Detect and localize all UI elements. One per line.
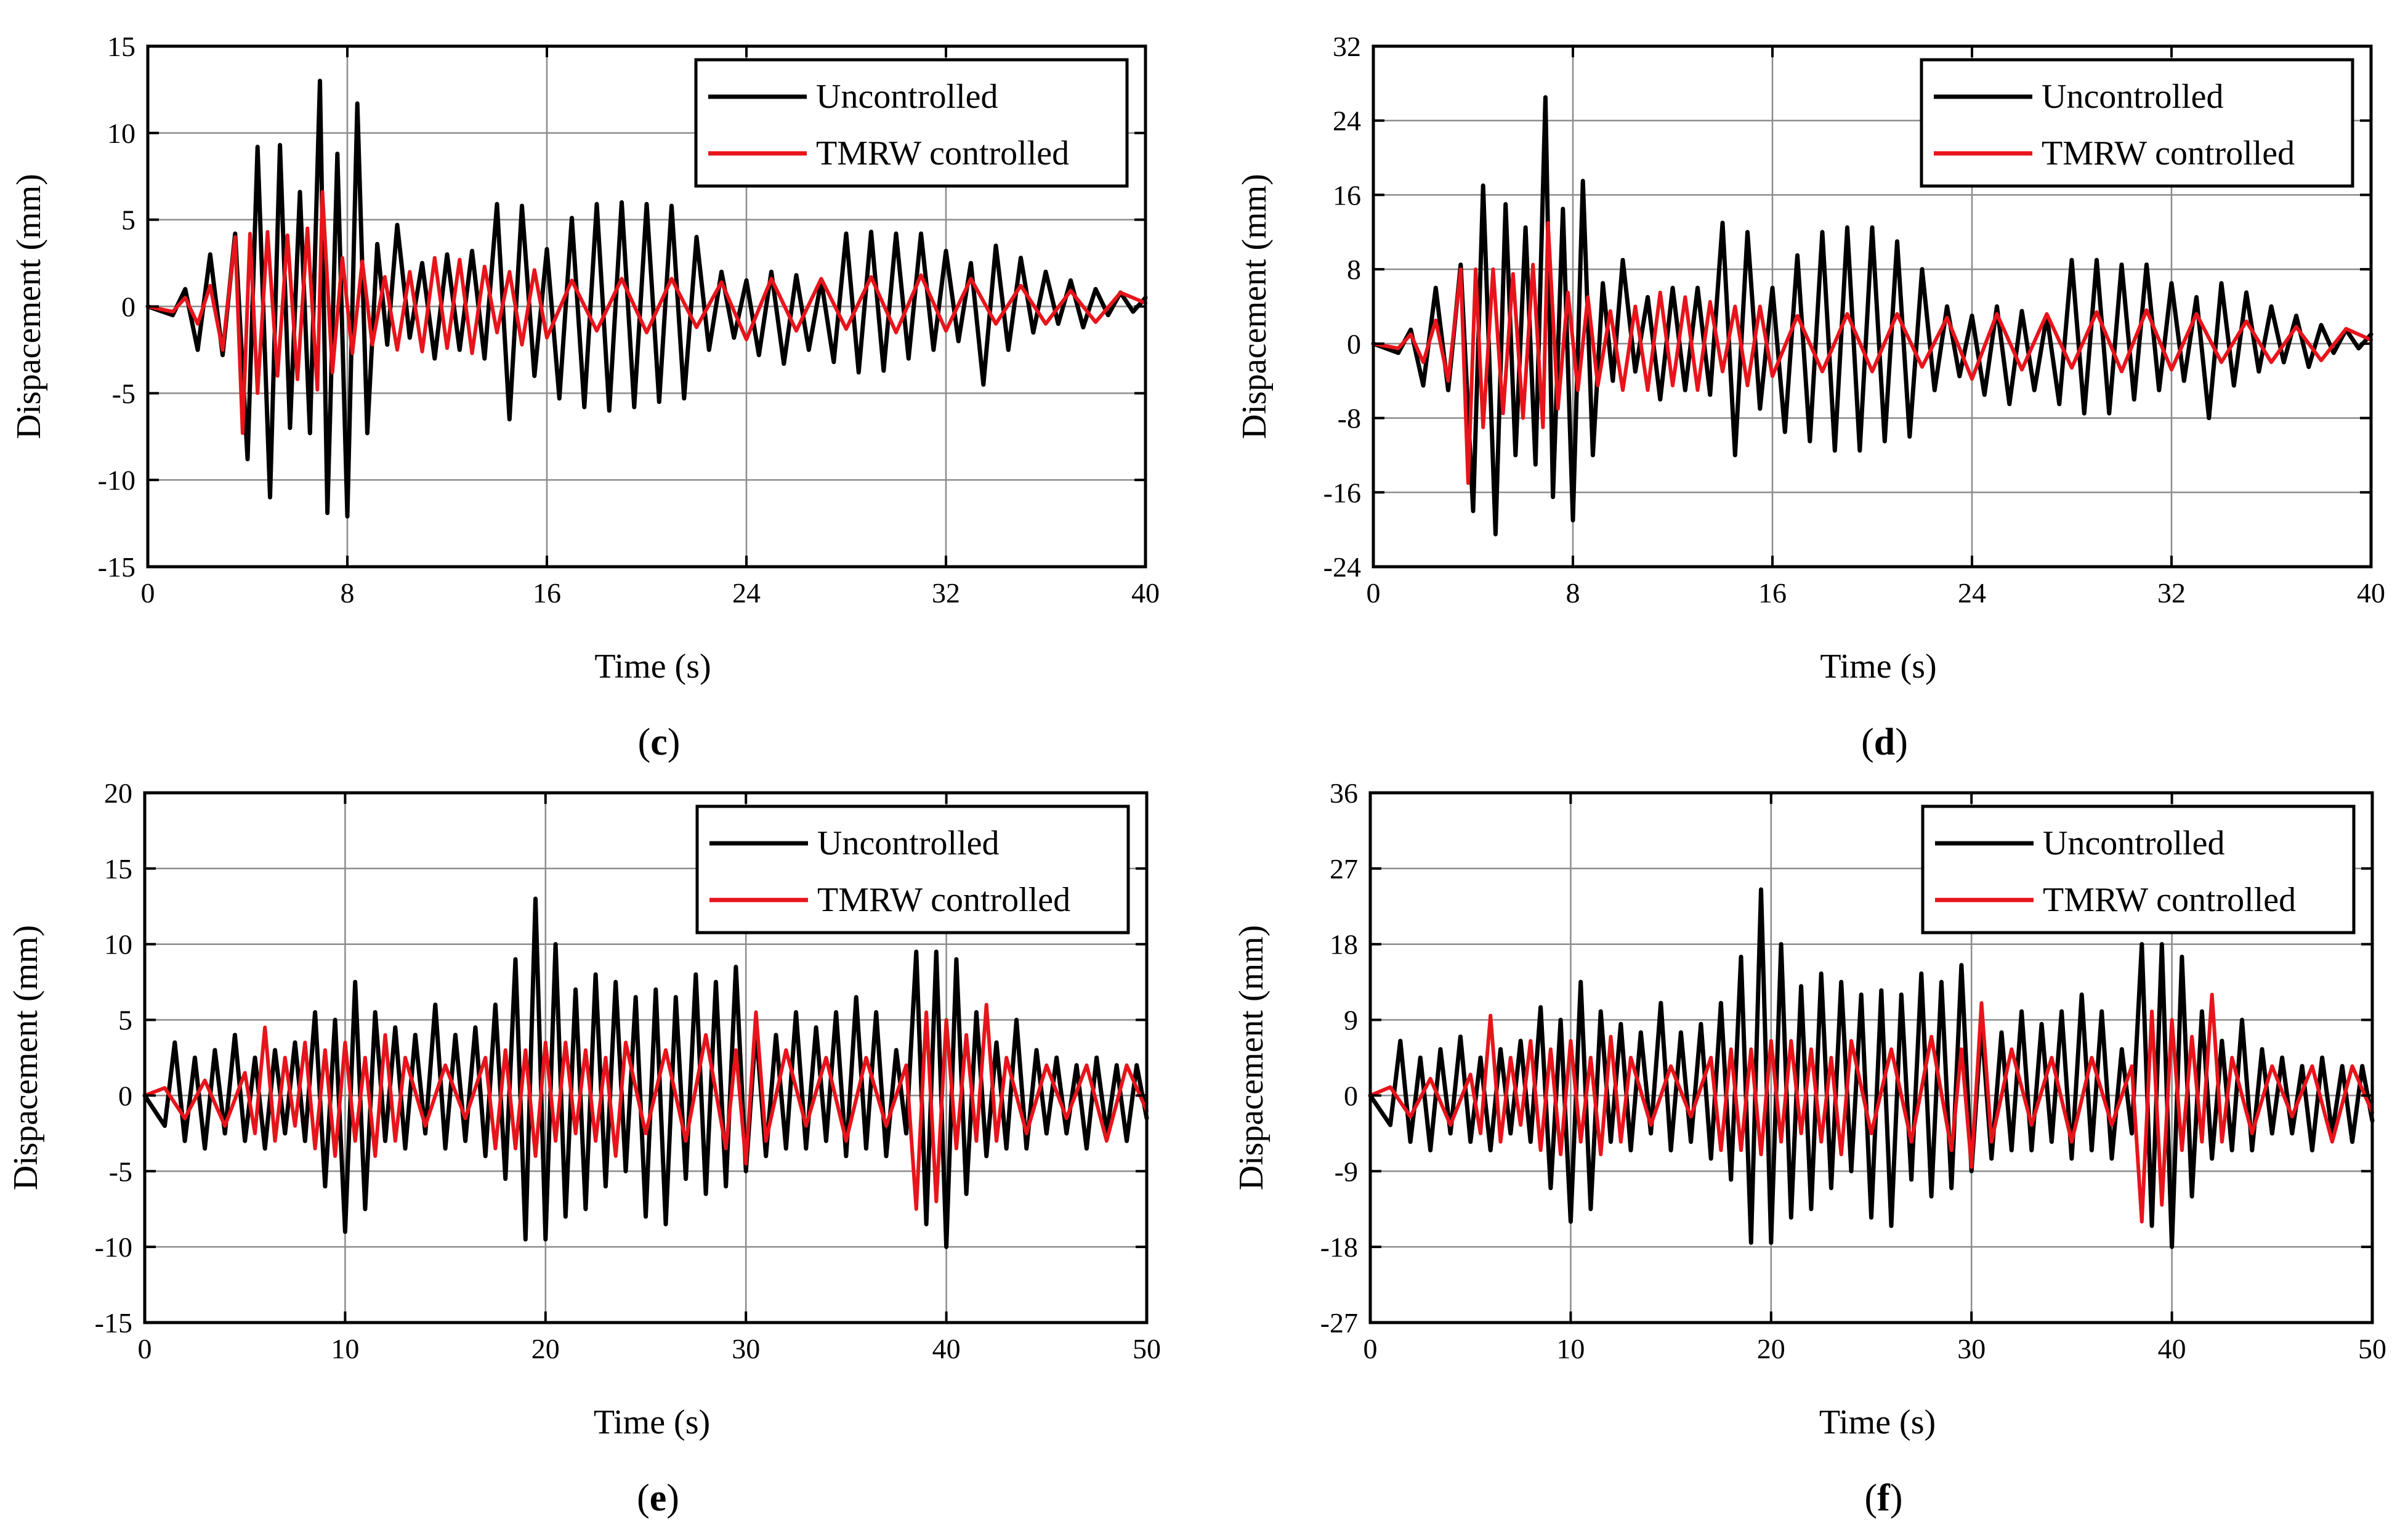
x-tick-label: 0 bbox=[1364, 1333, 1378, 1364]
panel-label: (d) bbox=[1861, 721, 1908, 763]
y-tick-label: 0 bbox=[121, 291, 135, 323]
x-tick-label: 40 bbox=[2357, 577, 2385, 609]
x-tick-label: 24 bbox=[732, 577, 761, 609]
x-tick-label: 32 bbox=[2157, 577, 2186, 609]
y-tick-label: 10 bbox=[107, 118, 135, 149]
legend-box bbox=[695, 805, 1130, 934]
legend-label-controlled: TMRW controlled bbox=[816, 134, 1069, 172]
x-tick-label: 8 bbox=[341, 577, 355, 609]
x-tick-label: 20 bbox=[531, 1333, 560, 1364]
y-axis-label: Dispacement (mm) bbox=[7, 925, 45, 1191]
x-tick-label: 32 bbox=[932, 577, 960, 609]
legend-label-uncontrolled: Uncontrolled bbox=[2043, 824, 2224, 862]
y-tick-label: -5 bbox=[109, 1156, 132, 1187]
axes-frame bbox=[143, 791, 1149, 1324]
y-tick-label: 20 bbox=[104, 777, 132, 809]
x-tick-label: 30 bbox=[1957, 1333, 1986, 1364]
series-line-uncontrolled bbox=[145, 78, 1148, 519]
y-tick-label: 24 bbox=[1333, 105, 1361, 137]
y-tick-label: -8 bbox=[1338, 403, 1361, 434]
y-tick-label: -5 bbox=[112, 378, 135, 409]
y-tick-label: 10 bbox=[104, 929, 132, 960]
legend-box bbox=[1921, 805, 2356, 934]
x-tick-label: 40 bbox=[2158, 1333, 2186, 1364]
legend: Uncontrolled TMRW controlled bbox=[694, 58, 1129, 188]
legend-label-uncontrolled: Uncontrolled bbox=[816, 78, 998, 116]
x-axis-label: Time (s) bbox=[1819, 1403, 1936, 1441]
legend-label-uncontrolled: Uncontrolled bbox=[817, 824, 999, 862]
x-tick-label: 30 bbox=[732, 1333, 760, 1364]
legend: Uncontrolled TMRW controlled bbox=[695, 805, 1130, 934]
x-tick-label: 0 bbox=[141, 577, 155, 609]
x-tick-label: 40 bbox=[932, 1333, 961, 1364]
x-axis-label: Time (s) bbox=[594, 647, 711, 686]
y-axis-label: Dispacement (mm) bbox=[10, 174, 48, 439]
x-tick-label: 50 bbox=[2358, 1333, 2386, 1364]
y-tick-label: 0 bbox=[1347, 328, 1361, 360]
panel-label: (e) bbox=[637, 1477, 679, 1519]
axes-frame bbox=[1368, 791, 2374, 1324]
legend-label-uncontrolled: Uncontrolled bbox=[2042, 78, 2223, 116]
y-tick-label: -16 bbox=[1323, 477, 1361, 508]
y-tick-label: 18 bbox=[1330, 929, 1358, 960]
y-tick-label: -10 bbox=[98, 464, 135, 496]
legend-box bbox=[1920, 58, 2354, 188]
y-tick-label: 15 bbox=[107, 31, 135, 62]
x-tick-label: 50 bbox=[1133, 1333, 1161, 1364]
series-line-controlled bbox=[1372, 221, 2373, 485]
legend-box bbox=[694, 58, 1129, 188]
x-tick-label: 20 bbox=[1757, 1333, 1785, 1364]
y-tick-label: 27 bbox=[1330, 853, 1358, 885]
chart-panel-c: 0 8 16 24 32 40 -15 -10 -5 0 5 10 15 Time (s) Dispacem… bbox=[10, 31, 1160, 763]
legend: Uncontrolled TMRW controlled bbox=[1920, 58, 2354, 188]
y-axis-label: Dispacement (mm) bbox=[1232, 925, 1271, 1191]
panel-label: (c) bbox=[638, 721, 681, 763]
y-tick-label: -10 bbox=[95, 1231, 132, 1263]
x-tick-label: 16 bbox=[533, 577, 561, 609]
chart-panel-d: 0 8 16 24 32 40 -24 -16 -8 0 8 16 24 32 Time (s) Dispac… bbox=[1235, 31, 2385, 763]
y-tick-label: 16 bbox=[1333, 179, 1361, 211]
y-tick-label: 0 bbox=[1344, 1080, 1358, 1111]
legend-label-controlled: TMRW controlled bbox=[817, 881, 1070, 919]
axes-frame bbox=[1372, 44, 2373, 569]
y-tick-label: -15 bbox=[98, 551, 135, 583]
y-tick-label: -18 bbox=[1320, 1231, 1358, 1263]
x-tick-label: 10 bbox=[331, 1333, 359, 1364]
x-tick-label: 10 bbox=[1556, 1333, 1585, 1364]
series-line-uncontrolled bbox=[1371, 95, 2374, 537]
y-tick-label: 15 bbox=[104, 853, 132, 885]
legend: Uncontrolled TMRW controlled bbox=[1921, 805, 2356, 934]
x-tick-label: 8 bbox=[1566, 577, 1580, 609]
x-axis-label: Time (s) bbox=[594, 1403, 710, 1441]
x-axis-label: Time (s) bbox=[1820, 647, 1936, 686]
chart-panel-f: 0 10 20 30 40 50 -27 -18 -9 0 9 18 27 36 Time (s) Dispa… bbox=[1232, 777, 2386, 1519]
y-tick-label: 5 bbox=[121, 205, 135, 236]
x-tick-label: 0 bbox=[138, 1333, 152, 1364]
y-tick-label: 36 bbox=[1330, 777, 1358, 809]
x-tick-label: 24 bbox=[1958, 577, 1986, 609]
series-line-controlled bbox=[146, 190, 1147, 436]
y-tick-label: 8 bbox=[1347, 254, 1361, 285]
y-tick-label: -9 bbox=[1335, 1156, 1358, 1187]
y-tick-label: 0 bbox=[118, 1080, 132, 1111]
y-tick-label: -15 bbox=[95, 1307, 132, 1339]
chart-panel-e: 0 10 20 30 40 50 -15 -10 -5 0 5 10 15 20 Time (s) Dispa… bbox=[7, 777, 1161, 1519]
y-axis-label: Dispacement (mm) bbox=[1235, 174, 1274, 439]
y-tick-label: -27 bbox=[1320, 1307, 1358, 1339]
y-tick-label: -24 bbox=[1323, 551, 1361, 583]
legend-label-controlled: TMRW controlled bbox=[2042, 134, 2295, 172]
y-tick-label: 5 bbox=[118, 1005, 132, 1036]
x-tick-label: 16 bbox=[1758, 577, 1787, 609]
legend-label-controlled: TMRW controlled bbox=[2043, 881, 2296, 919]
panel-label: (f) bbox=[1865, 1477, 1903, 1519]
y-tick-label: 9 bbox=[1344, 1005, 1358, 1036]
series-line-controlled bbox=[1368, 992, 2374, 1224]
x-tick-label: 0 bbox=[1367, 577, 1381, 609]
x-tick-label: 40 bbox=[1131, 577, 1160, 609]
series-line-controlled bbox=[143, 1003, 1149, 1211]
y-tick-label: 32 bbox=[1333, 31, 1361, 62]
